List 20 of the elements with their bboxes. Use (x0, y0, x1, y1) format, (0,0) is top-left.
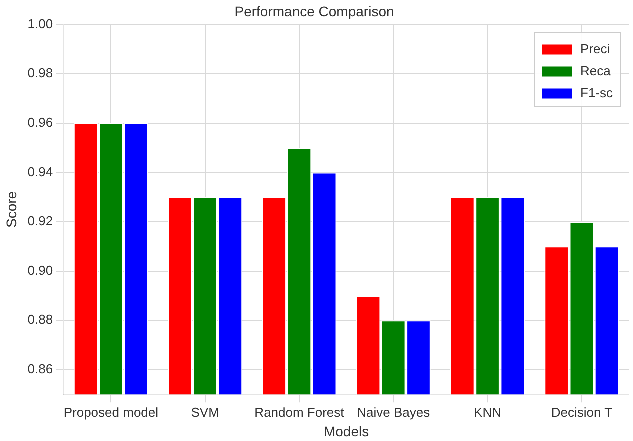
y-tick-label: 0.96 (28, 114, 54, 130)
y-tick-label: 0.98 (28, 66, 54, 81)
y-axis-title: Score (3, 191, 20, 228)
y-tick-label: 0.90 (28, 262, 54, 278)
y-tick-label: 0.88 (28, 312, 54, 328)
chart-title: Performance Comparison (234, 3, 394, 20)
legend-label: Reca (580, 63, 612, 78)
y-tick-label: 0.94 (28, 164, 54, 180)
x-tick-label: KNN (474, 404, 502, 420)
x-tick-label: SVM (191, 404, 220, 420)
y-tick-label: 0.86 (28, 362, 54, 377)
x-tick-label: Decision T (551, 404, 613, 420)
x-tick-label: Naive Bayes (357, 404, 431, 420)
x-axis-title: Models (324, 423, 370, 440)
legend-label: Preci (580, 41, 610, 56)
x-tick-label: Proposed model (64, 404, 159, 420)
x-tick-label: Random Forest (254, 404, 345, 420)
y-tick-label: 1.00 (28, 16, 54, 32)
y-tick-label: 0.92 (28, 214, 54, 229)
legend-label: F1-sc (580, 85, 614, 100)
